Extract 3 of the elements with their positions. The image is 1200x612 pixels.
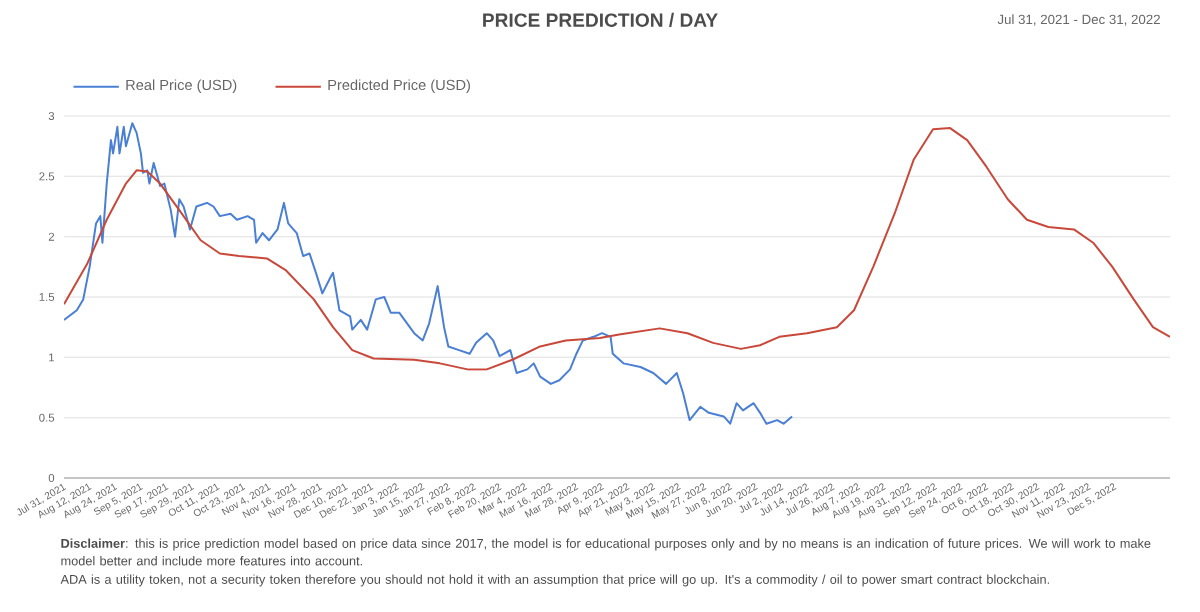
chart-title: PRICE PREDICTION / DAY	[483, 12, 718, 28]
line-series	[64, 122, 794, 425]
line-series	[64, 127, 1171, 371]
